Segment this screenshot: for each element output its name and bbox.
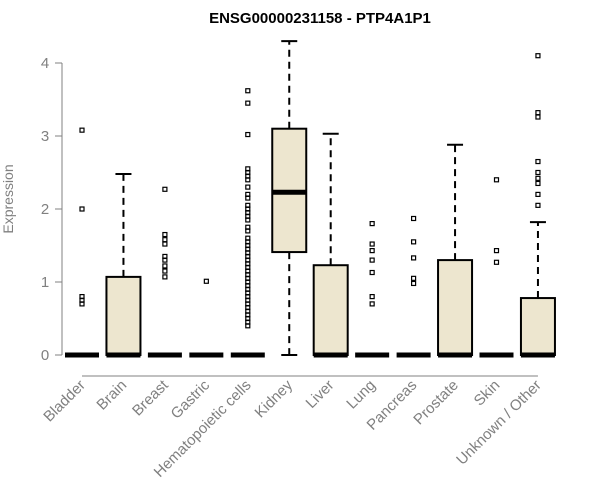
outlier-point bbox=[162, 237, 168, 243]
y-tick-label: 3 bbox=[41, 128, 49, 145]
outlier-point bbox=[245, 184, 251, 190]
outlier-point bbox=[162, 253, 168, 260]
outlier-point bbox=[411, 215, 417, 222]
outlier-point bbox=[535, 169, 541, 176]
outlier-point bbox=[493, 177, 500, 183]
outlier-point bbox=[369, 294, 375, 300]
outlier-point bbox=[411, 239, 417, 245]
outlier-point bbox=[369, 241, 375, 247]
outlier-point bbox=[369, 301, 375, 307]
outlier-point bbox=[79, 127, 85, 133]
outlier-point bbox=[162, 268, 168, 274]
x-tick-label: Lung bbox=[343, 377, 379, 413]
x-tick-label: Breast bbox=[129, 376, 172, 419]
outlier-point bbox=[245, 88, 251, 94]
y-tick-label: 4 bbox=[41, 55, 49, 72]
outlier-point bbox=[162, 263, 168, 269]
x-tick-label: Kidney bbox=[252, 376, 297, 421]
outlier-point bbox=[162, 186, 168, 192]
box bbox=[519, 297, 556, 356]
x-tick-label: Brain bbox=[93, 377, 130, 414]
chart-title: ENSG00000231158 - PTP4A1P1 bbox=[209, 10, 431, 27]
y-tick-label: 1 bbox=[41, 274, 49, 291]
outlier-point bbox=[535, 158, 541, 165]
outlier-point bbox=[369, 248, 375, 254]
outlier-point bbox=[535, 191, 541, 197]
outlier-point bbox=[245, 191, 251, 197]
outlier-point bbox=[411, 255, 417, 261]
outlier-point bbox=[535, 53, 541, 59]
y-tick-label: 0 bbox=[41, 347, 49, 364]
outlier-point bbox=[411, 280, 417, 287]
x-tick-label: Bladder bbox=[40, 377, 89, 426]
y-axis-label: Expression bbox=[0, 164, 16, 233]
x-tick-label: Liver bbox=[303, 377, 338, 412]
outlier-point bbox=[245, 100, 251, 106]
outlier-point bbox=[162, 231, 168, 238]
outlier-point bbox=[369, 257, 375, 263]
outlier-point bbox=[245, 235, 251, 241]
box bbox=[437, 259, 474, 357]
outlier-point bbox=[245, 131, 251, 138]
outlier-point bbox=[162, 274, 168, 280]
outlier-point bbox=[535, 110, 541, 116]
x-tick-label: Skin bbox=[471, 377, 504, 410]
outlier-point bbox=[369, 221, 375, 227]
outlier-point bbox=[411, 275, 417, 281]
outlier-point bbox=[535, 180, 541, 187]
outlier-point bbox=[245, 166, 251, 172]
outlier-point bbox=[535, 175, 541, 181]
outlier-point bbox=[203, 278, 209, 284]
outlier-point bbox=[493, 248, 500, 254]
x-tick-label: Prostate bbox=[410, 377, 462, 429]
outlier-point bbox=[535, 114, 541, 120]
y-tick-label: 2 bbox=[41, 201, 49, 218]
box bbox=[312, 264, 349, 356]
outlier-point bbox=[245, 224, 251, 230]
outlier-point bbox=[535, 202, 541, 208]
outlier-point bbox=[79, 294, 85, 300]
outlier-point bbox=[245, 202, 251, 208]
outlier-point bbox=[369, 269, 375, 276]
box bbox=[105, 275, 142, 357]
outlier-point bbox=[162, 241, 168, 247]
outlier-point bbox=[79, 206, 85, 212]
outlier-point bbox=[493, 259, 500, 265]
